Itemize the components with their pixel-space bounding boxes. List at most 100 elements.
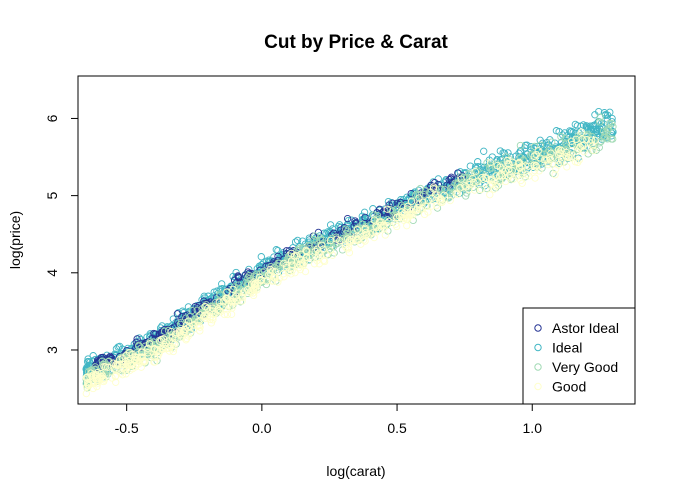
data-point: [82, 389, 90, 398]
data-point: [370, 233, 378, 242]
data-point: [495, 172, 504, 180]
data-point: [315, 249, 323, 257]
data-point: [504, 160, 512, 168]
data-point: [603, 135, 612, 143]
data-point: [432, 202, 440, 210]
data-point: [602, 130, 610, 138]
data-point: [487, 164, 495, 172]
data-point: [216, 290, 224, 298]
data-point: [284, 268, 293, 276]
data-point: [270, 273, 278, 282]
data-point: [249, 291, 258, 300]
data-point: [470, 186, 479, 194]
data-point: [312, 237, 321, 245]
data-point: [477, 185, 486, 193]
data-point: [546, 156, 554, 164]
data-point: [407, 210, 416, 218]
data-point: [289, 261, 297, 269]
data-point: [182, 321, 190, 330]
data-point: [106, 352, 114, 361]
data-point: [571, 158, 580, 166]
data-point: [124, 356, 132, 364]
data-point: [214, 305, 222, 313]
data-point: [145, 340, 154, 348]
data-point: [299, 261, 308, 269]
data-point: [451, 179, 459, 187]
data-point: [567, 137, 576, 145]
data-point: [306, 242, 314, 250]
data-point: [479, 175, 487, 183]
data-point: [572, 135, 580, 144]
data-point: [184, 317, 193, 325]
data-point: [159, 335, 168, 343]
data-point: [542, 154, 550, 163]
data-point: [201, 314, 209, 323]
data-point: [89, 352, 97, 360]
data-point: [461, 181, 469, 190]
data-point: [224, 296, 232, 304]
data-point: [404, 202, 412, 211]
data-point: [170, 340, 179, 348]
data-point: [135, 342, 143, 350]
data-point: [559, 131, 567, 139]
data-point: [128, 361, 136, 370]
data-point: [83, 358, 92, 366]
data-point: [228, 297, 236, 305]
data-point: [543, 139, 551, 147]
data-point: [140, 357, 148, 365]
data-point: [328, 231, 336, 239]
data-point: [502, 153, 510, 161]
data-point: [101, 363, 110, 371]
y-axis: 3 4 5 6: [44, 114, 79, 354]
data-point: [534, 147, 542, 155]
data-point: [552, 127, 561, 135]
data-point: [483, 174, 491, 183]
data-point: [403, 222, 411, 230]
data-point: [156, 347, 164, 355]
y-tick-label: 4: [44, 269, 60, 277]
data-point: [224, 302, 232, 310]
chart-title: Cut by Price & Carat: [264, 32, 448, 53]
data-point: [180, 328, 188, 336]
data-point: [216, 285, 225, 294]
data-point: [99, 374, 108, 383]
x-tick-label: 1.0: [523, 420, 543, 436]
data-point: [234, 273, 243, 281]
data-point: [253, 280, 261, 288]
data-point: [313, 245, 322, 253]
y-tick-label: 3: [44, 346, 60, 354]
data-point: [291, 238, 300, 246]
data-point: [478, 174, 486, 182]
data-point: [341, 241, 349, 249]
data-point: [366, 230, 374, 238]
data-point: [109, 359, 117, 367]
data-point: [438, 198, 446, 206]
data-point: [327, 234, 336, 243]
y-tick-label: 6: [44, 114, 60, 122]
legend-marker: [534, 324, 542, 332]
data-point: [199, 313, 208, 321]
data-point: [517, 176, 525, 185]
data-point: [301, 267, 310, 276]
data-point: [457, 175, 465, 183]
data-point: [544, 161, 552, 169]
data-point: [280, 273, 288, 281]
data-point: [228, 304, 236, 312]
data-point: [548, 138, 556, 146]
y-tick-label: 5: [44, 192, 60, 200]
data-point: [577, 128, 586, 136]
data-point: [486, 158, 495, 167]
data-point: [272, 246, 280, 254]
data-point: [462, 183, 470, 191]
data-point: [131, 353, 139, 361]
data-point: [297, 250, 305, 258]
data-point: [293, 236, 302, 245]
data-point: [462, 192, 470, 200]
data-point: [474, 158, 482, 166]
data-point: [315, 260, 323, 268]
data-point: [466, 162, 474, 170]
data-point: [501, 167, 510, 175]
data-point: [326, 221, 335, 229]
data-point: [521, 144, 529, 152]
data-point: [254, 279, 262, 287]
